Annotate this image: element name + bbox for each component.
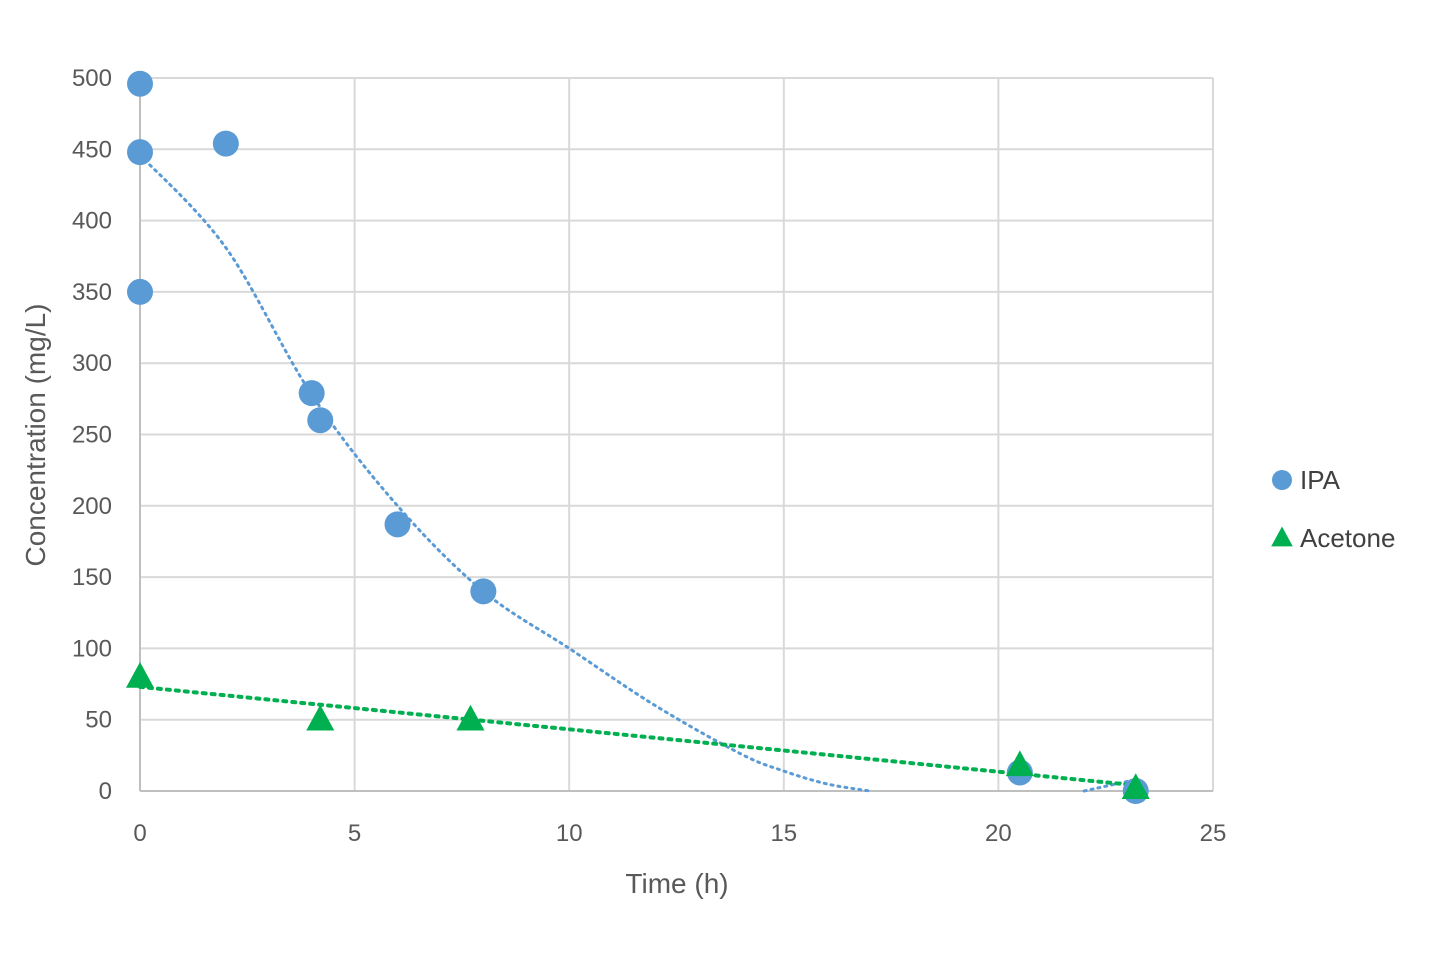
acetone-legend-marker: [1271, 526, 1293, 547]
y-tick-labels: 0 50 100 150 200 250 300 350 400 450 500: [72, 65, 112, 805]
x-tick-labels: 0 5 10 15 20 25: [133, 820, 1226, 847]
acetone-point: [1121, 773, 1150, 799]
x-axis-title: Time (h): [625, 868, 728, 899]
acetone-point: [456, 704, 485, 731]
y-tick-label: 450: [72, 136, 112, 163]
gridlines: [140, 77, 1214, 791]
ipa-point: [298, 380, 325, 407]
acetone-trendline: [138, 684, 1138, 788]
x-tick-label: 5: [348, 820, 361, 847]
y-tick-label: 50: [85, 707, 112, 734]
y-tick-label: 400: [72, 208, 112, 235]
y-tick-label: 300: [72, 350, 112, 377]
x-tick-label: 20: [985, 820, 1012, 847]
y-tick-label: 150: [72, 564, 112, 591]
x-tick-label: 25: [1200, 820, 1227, 847]
y-tick-label: 200: [72, 493, 112, 520]
ipa-point: [212, 130, 239, 157]
y-tick-label: 0: [99, 778, 112, 805]
trendlines: [138, 153, 1138, 793]
acetone-point: [1005, 750, 1034, 777]
ipa-point: [127, 70, 153, 97]
ipa-trendline: [138, 153, 872, 793]
x-tick-label: 10: [556, 820, 583, 847]
ipa-point: [127, 139, 153, 166]
legend: IPA Acetone: [1271, 465, 1395, 553]
data-markers: [125, 70, 1150, 804]
x-tick-label: 15: [770, 820, 797, 847]
y-tick-label: 500: [72, 65, 112, 92]
acetone-legend-label: Acetone: [1300, 523, 1395, 553]
ipa-point: [307, 407, 334, 434]
ipa-point: [384, 511, 411, 538]
ipa-point: [127, 278, 153, 305]
ipa-legend-marker: [1272, 470, 1292, 490]
ipa-point: [470, 578, 497, 605]
ipa-legend-label: IPA: [1300, 465, 1341, 495]
acetone-point: [306, 704, 335, 731]
acetone-point: [125, 662, 155, 688]
x-tick-label: 0: [133, 820, 146, 847]
y-tick-label: 100: [72, 635, 112, 662]
y-tick-label: 250: [72, 422, 112, 449]
y-axis-title: Concentration (mg/L): [20, 303, 51, 566]
y-tick-label: 350: [72, 279, 112, 306]
